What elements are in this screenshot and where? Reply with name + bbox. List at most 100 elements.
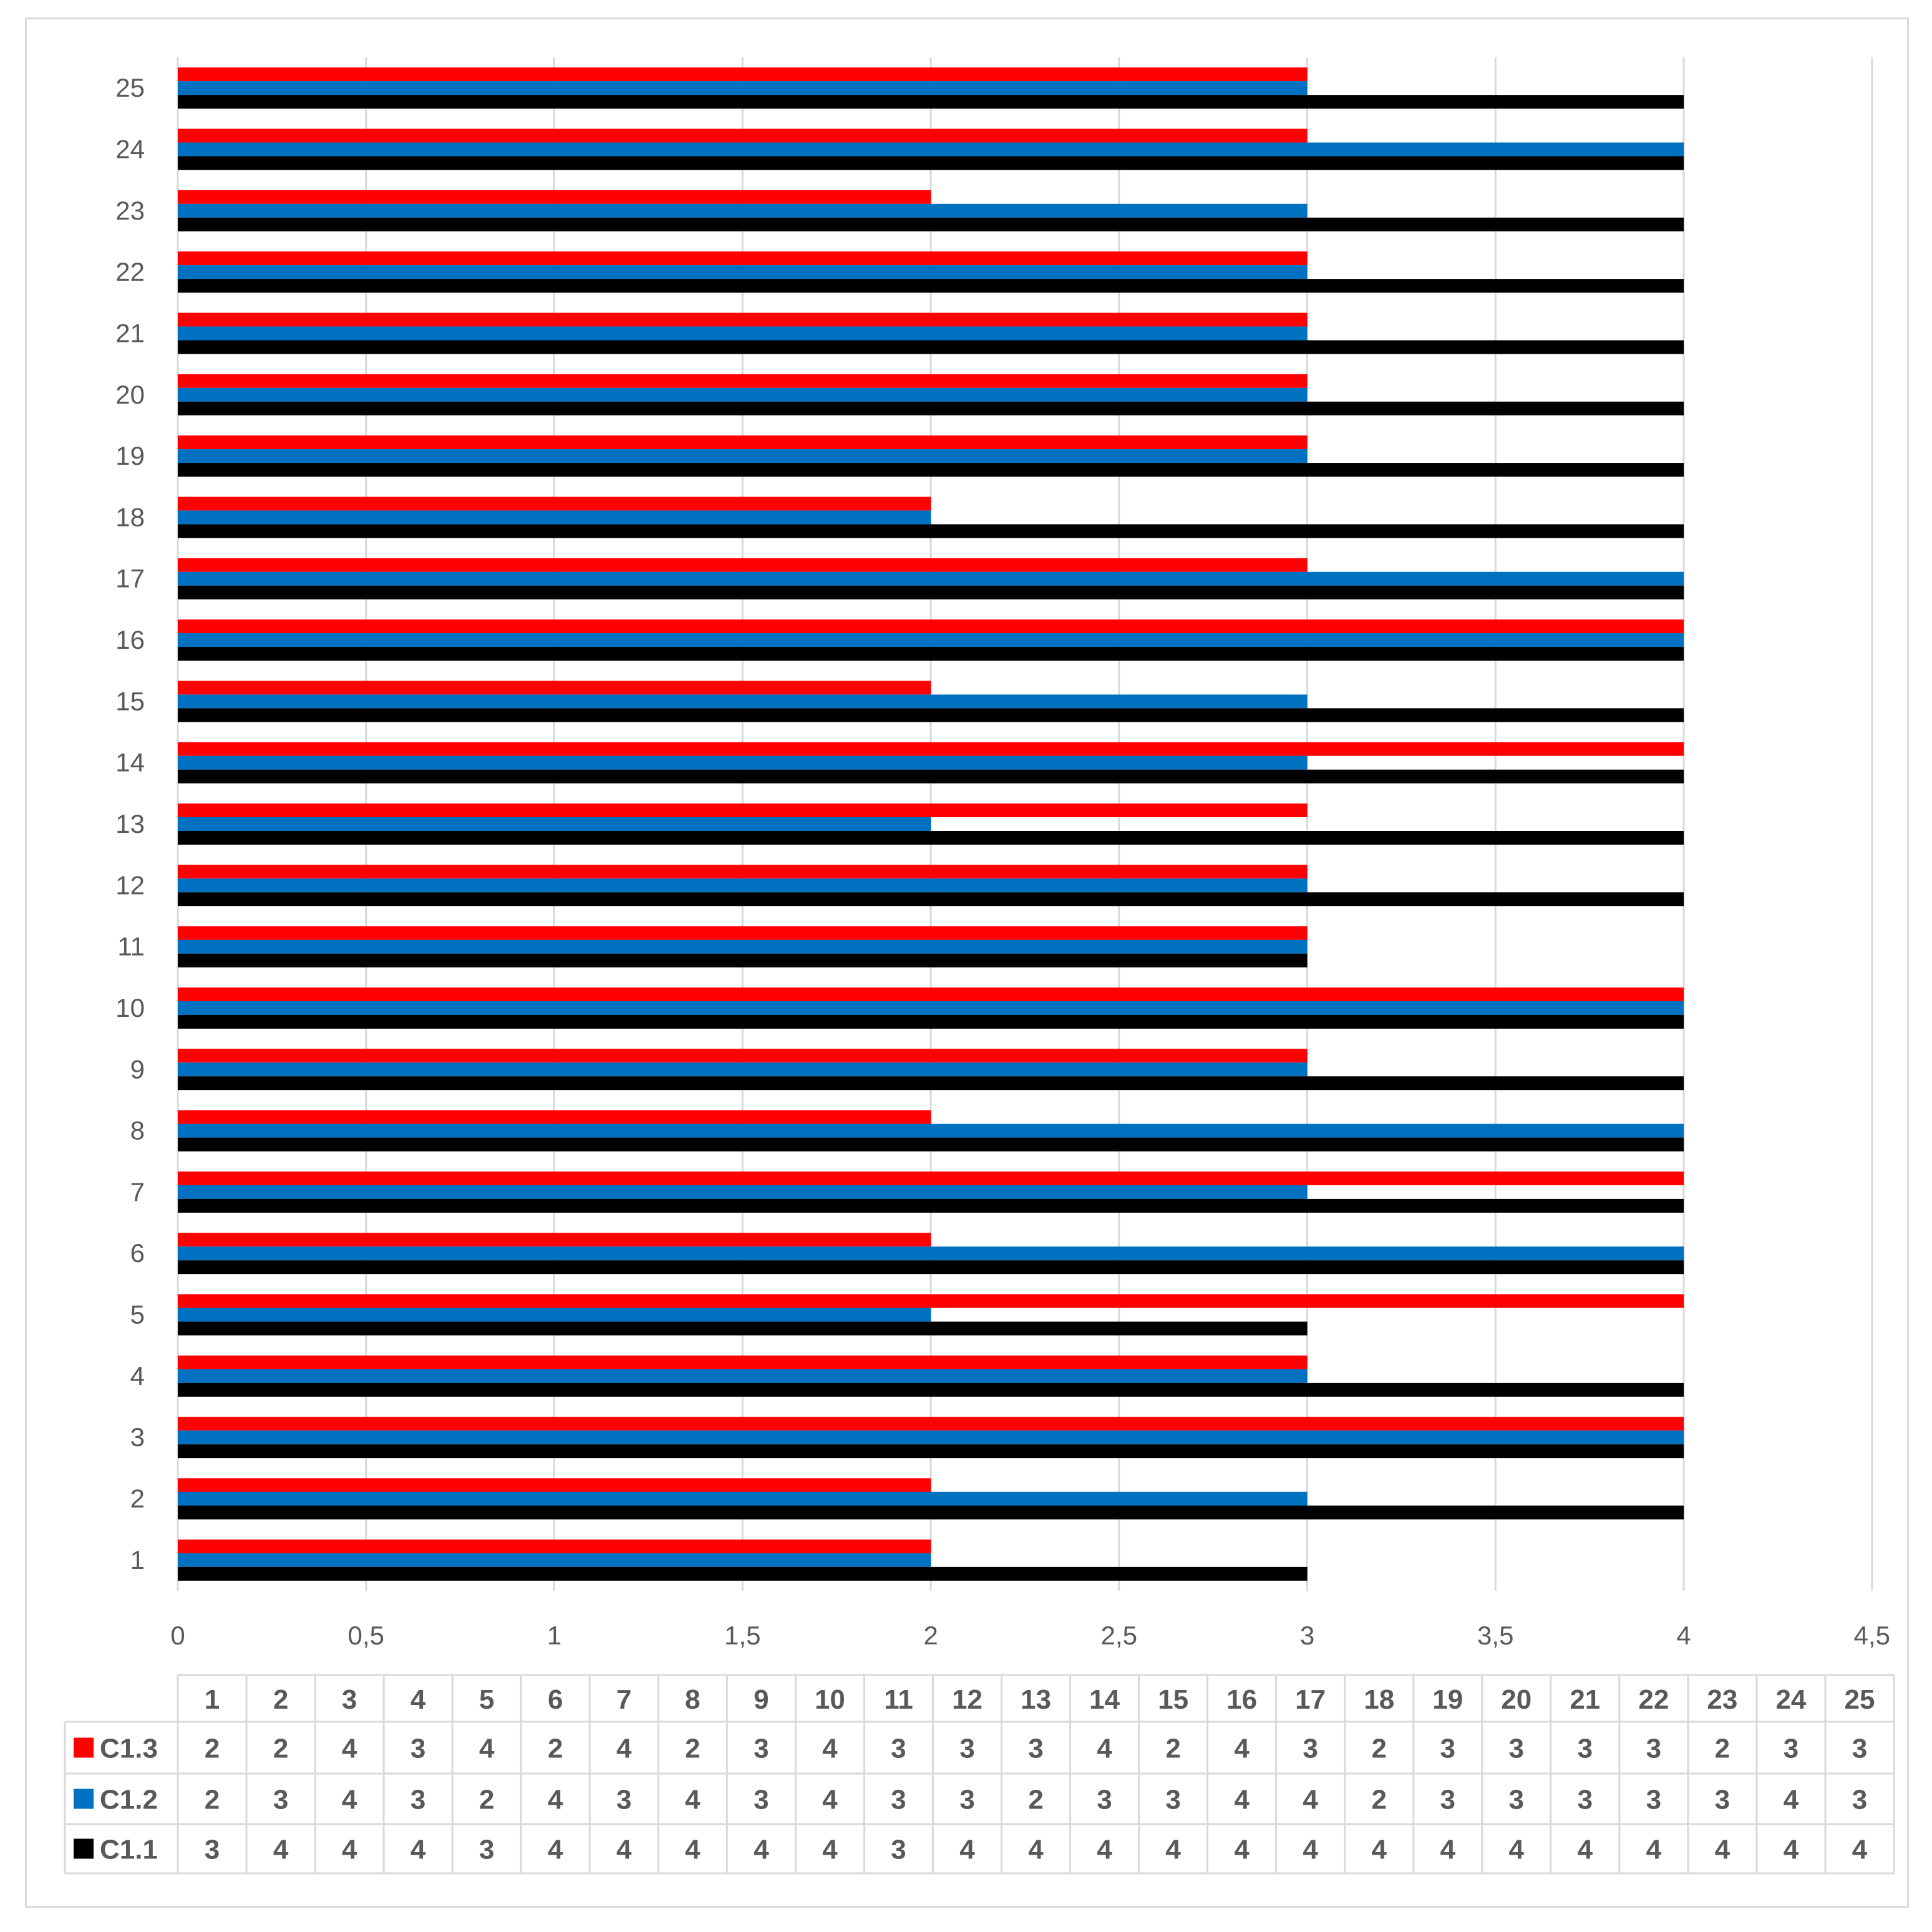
table-header-cell: 10	[815, 1684, 845, 1715]
category-label: 18	[115, 502, 145, 532]
table-value-cell: 3	[1028, 1734, 1043, 1764]
table-value-cell: 3	[959, 1785, 974, 1815]
bar-C1.2-7	[178, 1185, 1308, 1199]
table-value-cell: 4	[479, 1734, 495, 1764]
category-label: 21	[115, 318, 145, 347]
table-value-cell: 4	[1234, 1835, 1250, 1865]
bar-C1.3-10	[178, 987, 1684, 1001]
bar-C1.3-15	[178, 681, 931, 695]
category-label: 7	[130, 1177, 145, 1206]
bar-C1.2-20	[178, 387, 1308, 402]
table-value-cell: 4	[1371, 1835, 1387, 1865]
bar-C1.1-9	[178, 1076, 1684, 1090]
bar-C1.1-19	[178, 463, 1684, 477]
category-label: 11	[117, 932, 145, 961]
table-header-cell: 18	[1364, 1684, 1394, 1715]
table-value-cell: 3	[754, 1734, 769, 1764]
legend-key-C1.1	[74, 1838, 94, 1859]
table-value-cell: 4	[822, 1734, 838, 1764]
category-label: 14	[115, 748, 145, 777]
category-label: 19	[115, 441, 145, 470]
table-value-cell: 4	[1784, 1835, 1799, 1865]
bar-C1.1-24	[178, 156, 1684, 170]
value-tick-label: 2,5	[1101, 1621, 1137, 1650]
table-value-cell: 4	[1784, 1785, 1799, 1815]
table-value-cell: 3	[1784, 1734, 1799, 1764]
table-value-cell: 3	[273, 1785, 288, 1815]
table-value-cell: 3	[479, 1835, 494, 1865]
bar-C1.3-22	[178, 251, 1308, 266]
bar-C1.1-7	[178, 1198, 1684, 1213]
table-header-cell: 25	[1845, 1684, 1875, 1715]
table-header-cell: 24	[1775, 1684, 1806, 1715]
table-value-cell: 4	[1234, 1734, 1250, 1764]
chart-frame	[25, 17, 1909, 1908]
bar-C1.1-8	[178, 1137, 1684, 1152]
table-header-cell: 22	[1638, 1684, 1669, 1715]
bar-C1.1-4	[178, 1382, 1684, 1397]
bar-C1.1-12	[178, 892, 1684, 906]
bar-C1.3-11	[178, 926, 1308, 940]
table-value-cell: 4	[548, 1785, 563, 1815]
table-value-cell: 4	[822, 1785, 838, 1815]
table-value-cell: 2	[273, 1734, 288, 1764]
category-label: 16	[115, 625, 145, 654]
bar-C1.1-15	[178, 708, 1684, 722]
table-value-cell: 4	[1097, 1734, 1112, 1764]
table-value-cell: 4	[1028, 1835, 1044, 1865]
table-value-cell: 3	[410, 1785, 425, 1815]
bar-C1.3-20	[178, 374, 1308, 388]
table-value-cell: 2	[205, 1734, 220, 1764]
table-value-cell: 4	[273, 1835, 289, 1865]
category-label: 4	[130, 1361, 145, 1391]
category-axis-labels: 1234567891011121314151617181920212223242…	[115, 73, 145, 1575]
table-value-cell: 4	[548, 1835, 563, 1865]
table-value-cell: 3	[1852, 1785, 1867, 1815]
table-header-cell: 21	[1570, 1684, 1600, 1715]
table-header-cell: 4	[410, 1684, 426, 1715]
bar-C1.2-14	[178, 755, 1308, 770]
table-header-cell: 6	[548, 1684, 563, 1715]
table-value-cell: 4	[1165, 1835, 1181, 1865]
bar-C1.3-5	[178, 1294, 1684, 1308]
table-header-cell: 23	[1707, 1684, 1737, 1715]
table-header-cell: 15	[1158, 1684, 1188, 1715]
bar-C1.1-25	[178, 95, 1684, 109]
table-header-cell: 9	[754, 1684, 769, 1715]
bar-C1.1-10	[178, 1014, 1684, 1029]
table-value-cell: 4	[342, 1734, 357, 1764]
bar-C1.2-13	[178, 817, 931, 831]
table-header-cell: 3	[342, 1684, 357, 1715]
bar-C1.3-7	[178, 1171, 1684, 1185]
bar-C1.1-14	[178, 769, 1684, 784]
bar-C1.1-23	[178, 217, 1684, 231]
category-label: 2	[130, 1484, 145, 1513]
value-axis-labels: 0 0,5 1 1,5 2 2,5 3 3,5 4 4,5	[170, 1621, 1890, 1650]
table-value-cell: 2	[1165, 1734, 1180, 1764]
bar-C1.1-1	[178, 1566, 1308, 1581]
bar-C1.1-11	[178, 953, 1308, 968]
bar-C1.2-16	[178, 633, 1684, 648]
table-header-cell: 14	[1089, 1684, 1120, 1715]
bar-C1.1-16	[178, 647, 1684, 661]
table-value-cell: 3	[754, 1785, 769, 1815]
bar-C1.2-25	[178, 81, 1308, 95]
table-value-cell: 3	[1715, 1785, 1730, 1815]
bar-C1.2-11	[178, 939, 1308, 954]
bar-C1.2-2	[178, 1492, 1308, 1506]
bar-C1.1-2	[178, 1505, 1684, 1520]
table-value-cell: 3	[891, 1835, 906, 1865]
table-value-cell: 2	[1028, 1785, 1043, 1815]
value-tick-label: 4	[1676, 1621, 1691, 1650]
bar-C1.3-23	[178, 190, 931, 204]
bar-C1.1-3	[178, 1444, 1684, 1459]
bar-C1.3-8	[178, 1110, 931, 1124]
table-value-cell: 3	[1852, 1734, 1867, 1764]
bar-C1.2-9	[178, 1062, 1308, 1077]
value-tick-label: 0,5	[348, 1621, 384, 1650]
bar-C1.3-4	[178, 1355, 1308, 1369]
category-label: 17	[115, 564, 145, 593]
value-tick-label: 1,5	[724, 1621, 760, 1650]
bar-C1.3-17	[178, 558, 1308, 572]
bar-C1.3-16	[178, 619, 1684, 634]
